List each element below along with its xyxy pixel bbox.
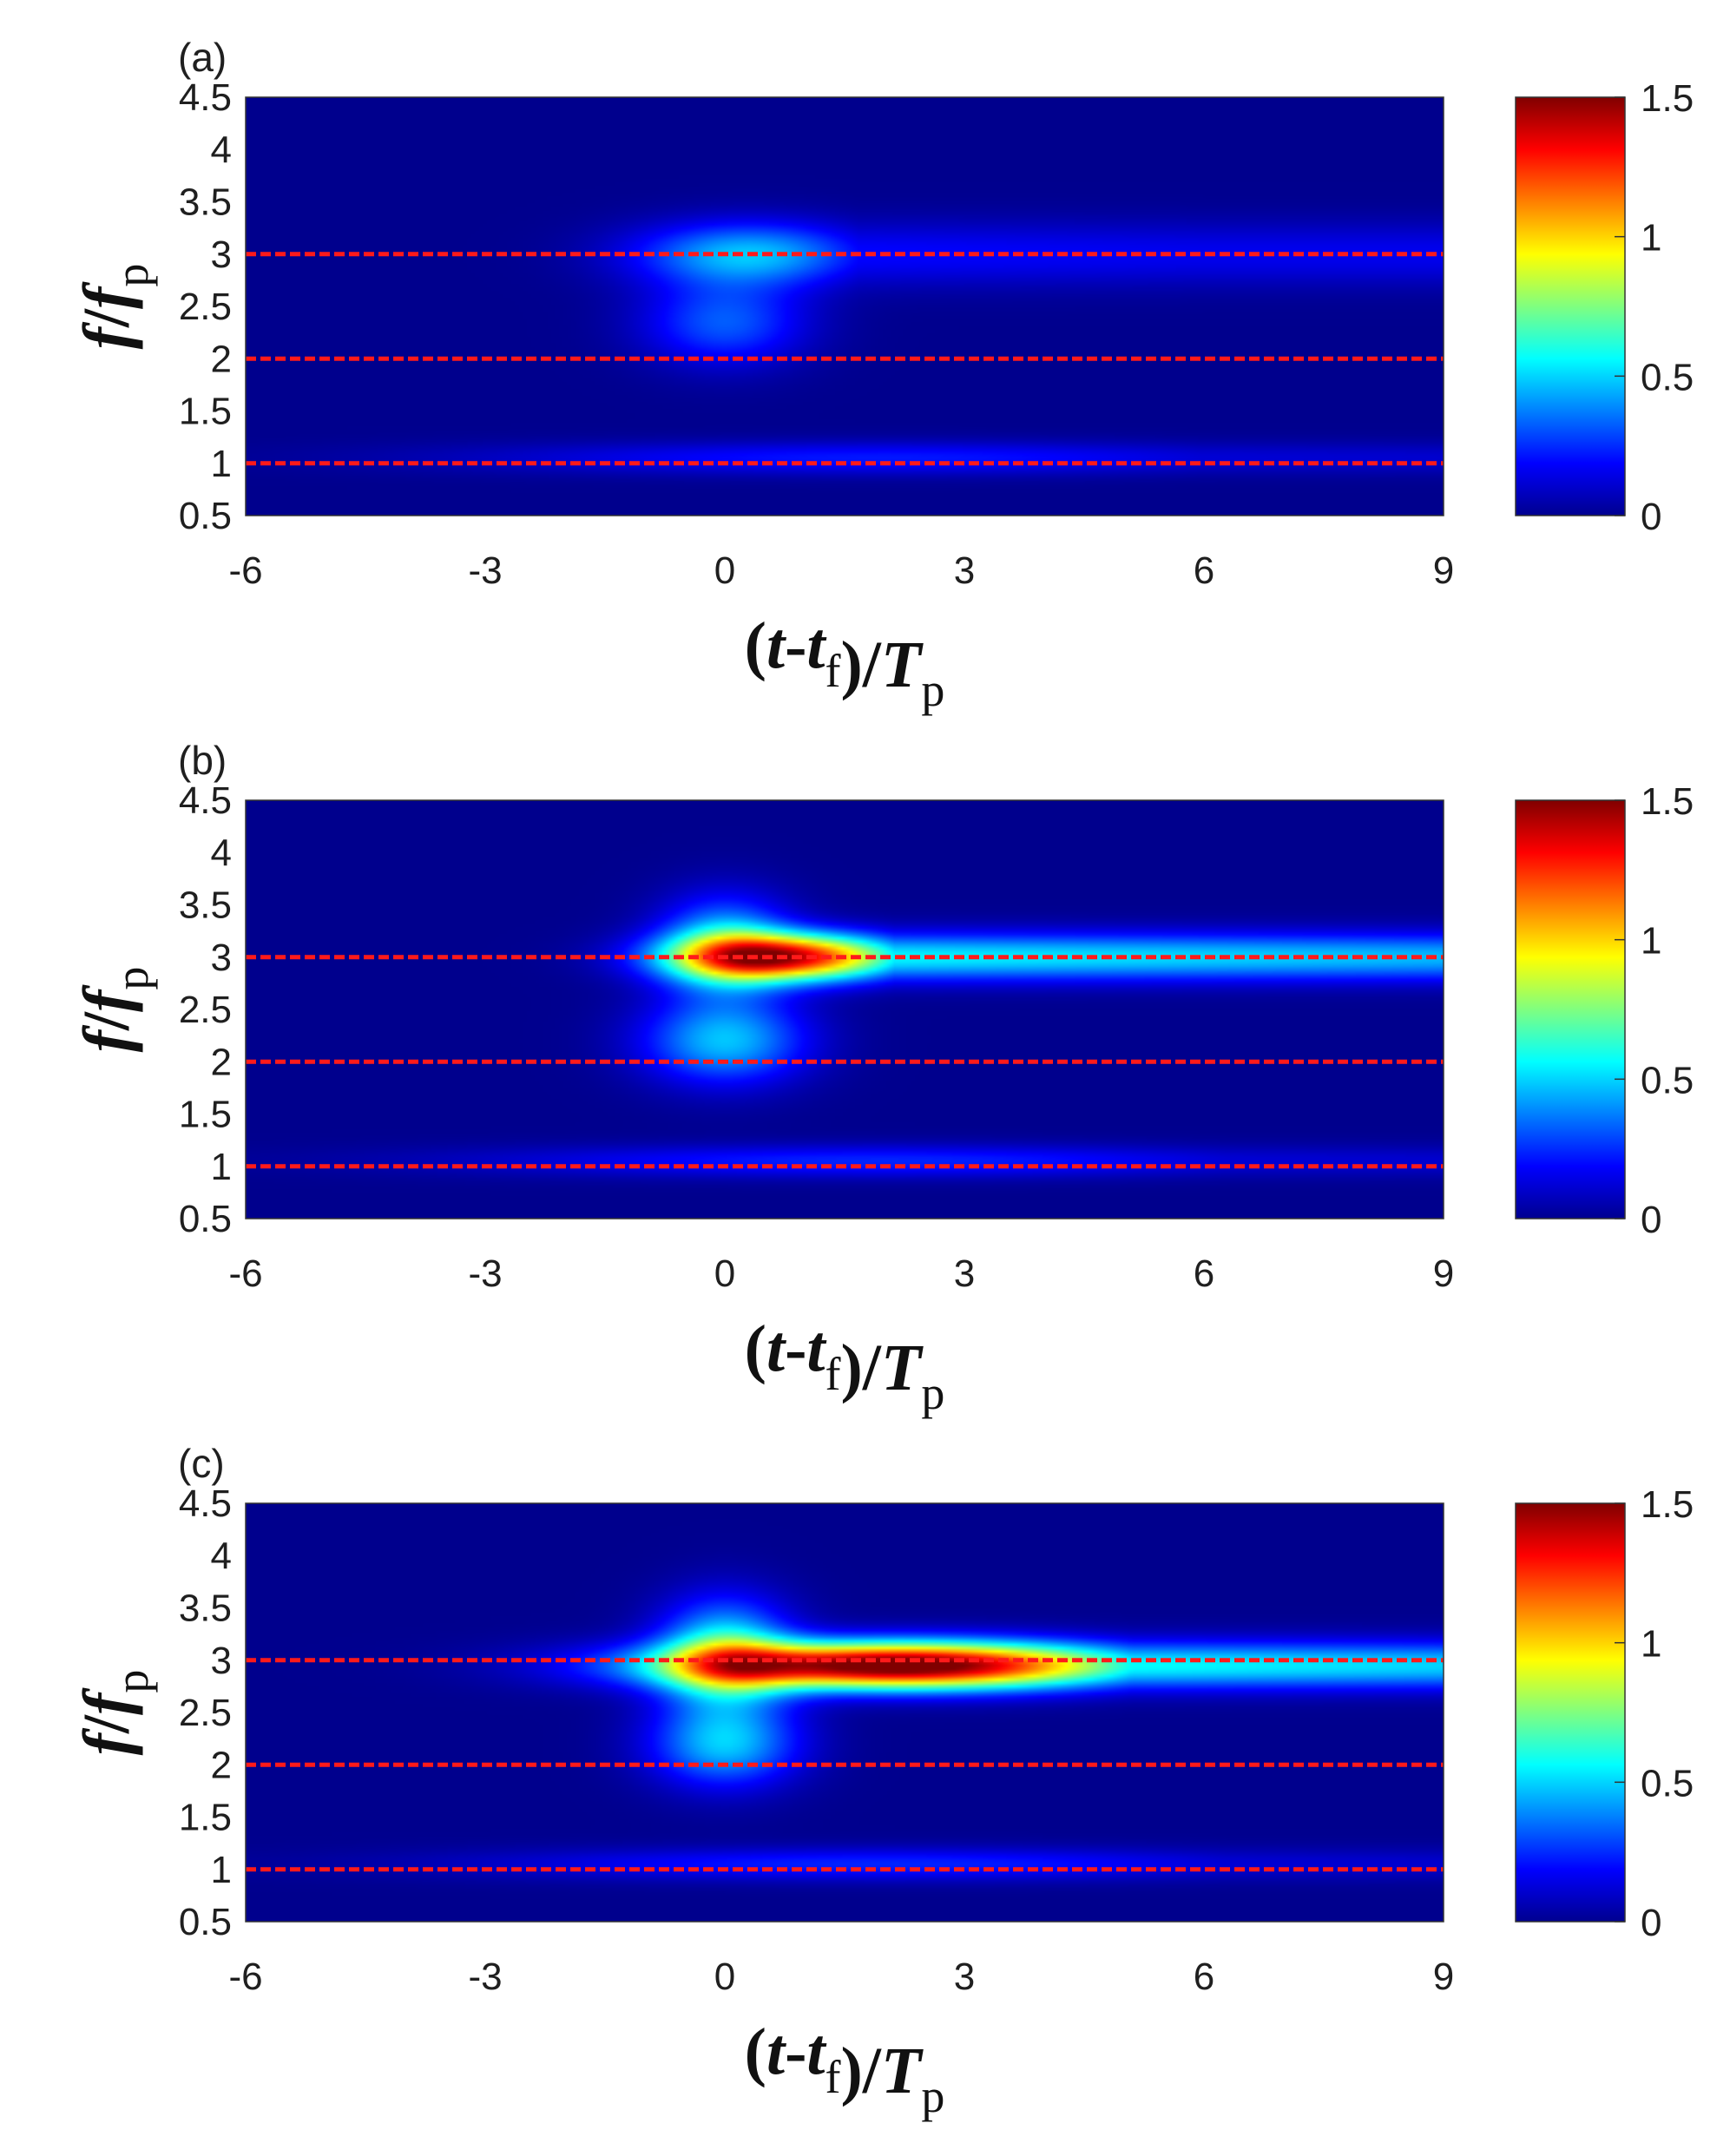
x-tick-label: 0 bbox=[714, 549, 735, 592]
heatmap-image bbox=[246, 800, 1444, 1219]
y-tick-label: 2 bbox=[211, 338, 232, 380]
y-tick-label: 1 bbox=[211, 1849, 232, 1891]
x-tick-label: -3 bbox=[468, 1252, 502, 1295]
colorbar-tick-label: 0 bbox=[1641, 1199, 1661, 1241]
colorbar bbox=[1515, 1502, 1626, 1923]
panel-label: (a) bbox=[178, 35, 227, 80]
colorbar-tick-label: 1 bbox=[1641, 1623, 1661, 1666]
heatmap-chart: -6 -3 0 3 6 9 0.5 1 1.5 2 2.5 3 3.5 4 4.5(b) (t-tf)/Tp f… bbox=[70, 738, 1694, 1419]
plot-frame bbox=[245, 96, 1444, 516]
panel-label: (c) bbox=[178, 1441, 225, 1486]
y-axis-label: f/fp bbox=[70, 1670, 158, 1756]
x-tick-label: 9 bbox=[1433, 1252, 1454, 1295]
x-tick-label: 9 bbox=[1433, 549, 1454, 592]
y-tick-label: 4.5 bbox=[179, 76, 232, 119]
x-tick-label: 6 bbox=[1194, 549, 1214, 592]
x-axis-label: (t-tf)/Tp bbox=[745, 1312, 945, 1419]
heatmap-chart: -6 -3 0 3 6 9 0.5 1 1.5 2 2.5 3 3.5 4 4.5(c) (t-tf)/Tp f… bbox=[70, 1441, 1694, 2122]
y-tick-label: 3.5 bbox=[179, 884, 232, 927]
y-tick-label: 3 bbox=[211, 937, 232, 979]
y-tick-label: 4.5 bbox=[179, 779, 232, 822]
colorbar-tick-label: 1.5 bbox=[1641, 780, 1694, 823]
x-tick-label: -3 bbox=[468, 1956, 502, 1998]
heatmap-image bbox=[246, 1503, 1444, 1922]
y-axis-label: f/fp bbox=[70, 967, 158, 1053]
colorbar bbox=[1515, 96, 1626, 516]
panel-c: -6 -3 0 3 6 9 0.5 1 1.5 2 2.5 3 3.5 4 4.5 (c) (t-tf)/Tp f… bbox=[0, 1406, 1730, 2122]
colorbar-tick-label: 0 bbox=[1641, 1902, 1661, 1944]
heatmap-image bbox=[246, 97, 1444, 516]
y-tick-label: 0.5 bbox=[179, 1198, 232, 1240]
x-tick-label: 0 bbox=[714, 1956, 735, 1998]
colorbar-tick-label: 0.5 bbox=[1641, 1059, 1694, 1101]
y-tick-label: 1 bbox=[211, 1146, 232, 1188]
y-tick-label: 0.5 bbox=[179, 495, 232, 537]
y-tick-label: 4 bbox=[211, 1535, 232, 1577]
colorbar-tick-label: 0 bbox=[1641, 496, 1661, 538]
y-tick-label: 4.5 bbox=[179, 1482, 232, 1525]
y-tick-label: 1.5 bbox=[179, 391, 232, 433]
y-axis-label: f/fp bbox=[70, 264, 158, 350]
plot-frame bbox=[245, 799, 1444, 1219]
x-tick-label: 3 bbox=[954, 1252, 975, 1295]
colorbar-tick-label: 0.5 bbox=[1641, 1762, 1694, 1804]
x-tick-label: -6 bbox=[228, 1252, 262, 1295]
y-tick-label: 3 bbox=[211, 233, 232, 276]
colorbar-tick-label: 1.5 bbox=[1641, 1483, 1694, 1526]
panel-a: -6 -3 0 3 6 9 0.5 1 1.5 2 2.5 3 3.5 4 4.5 (a) (t-tf)/Tp f… bbox=[0, 0, 1730, 716]
x-axis-label: (t-tf)/Tp bbox=[745, 2015, 945, 2122]
colorbar-tick-label: 1 bbox=[1641, 920, 1661, 963]
x-axis-label: (t-tf)/Tp bbox=[745, 609, 945, 716]
x-tick-label: 6 bbox=[1194, 1252, 1214, 1295]
y-tick-label: 0.5 bbox=[179, 1901, 232, 1943]
y-tick-label: 1.5 bbox=[179, 1797, 232, 1839]
y-tick-label: 2 bbox=[211, 1744, 232, 1786]
x-tick-label: -3 bbox=[468, 549, 502, 592]
x-tick-label: 3 bbox=[954, 1956, 975, 1998]
y-tick-label: 3.5 bbox=[179, 1587, 232, 1630]
x-tick-label: 9 bbox=[1433, 1956, 1454, 1998]
x-tick-label: 0 bbox=[714, 1252, 735, 1295]
y-tick-label: 3 bbox=[211, 1640, 232, 1682]
colorbar bbox=[1515, 799, 1626, 1219]
y-tick-label: 4 bbox=[211, 832, 232, 874]
colorbar-tick-label: 0.5 bbox=[1641, 356, 1694, 398]
y-tick-label: 3.5 bbox=[179, 181, 232, 224]
y-tick-label: 1 bbox=[211, 443, 232, 485]
x-tick-label: -6 bbox=[228, 549, 262, 592]
y-tick-label: 2.5 bbox=[179, 989, 232, 1031]
y-tick-label: 1.5 bbox=[179, 1094, 232, 1136]
x-tick-label: 3 bbox=[954, 549, 975, 592]
y-tick-label: 4 bbox=[211, 128, 232, 171]
x-tick-label: -6 bbox=[228, 1956, 262, 1998]
y-tick-label: 2.5 bbox=[179, 286, 232, 328]
colorbar-tick-label: 1 bbox=[1641, 217, 1661, 260]
panel-b: -6 -3 0 3 6 9 0.5 1 1.5 2 2.5 3 3.5 4 4.5 (b) (t-tf)/Tp f… bbox=[0, 703, 1730, 1419]
plot-frame bbox=[245, 1502, 1444, 1923]
y-tick-label: 2 bbox=[211, 1041, 232, 1083]
y-tick-label: 2.5 bbox=[179, 1692, 232, 1734]
panel-label: (b) bbox=[178, 738, 227, 783]
colorbar-tick-label: 1.5 bbox=[1641, 77, 1694, 120]
x-tick-label: 6 bbox=[1194, 1956, 1214, 1998]
heatmap-chart: -6 -3 0 3 6 9 0.5 1 1.5 2 2.5 3 3.5 4 4.5(a) (t-tf)/Tp f… bbox=[70, 35, 1694, 716]
